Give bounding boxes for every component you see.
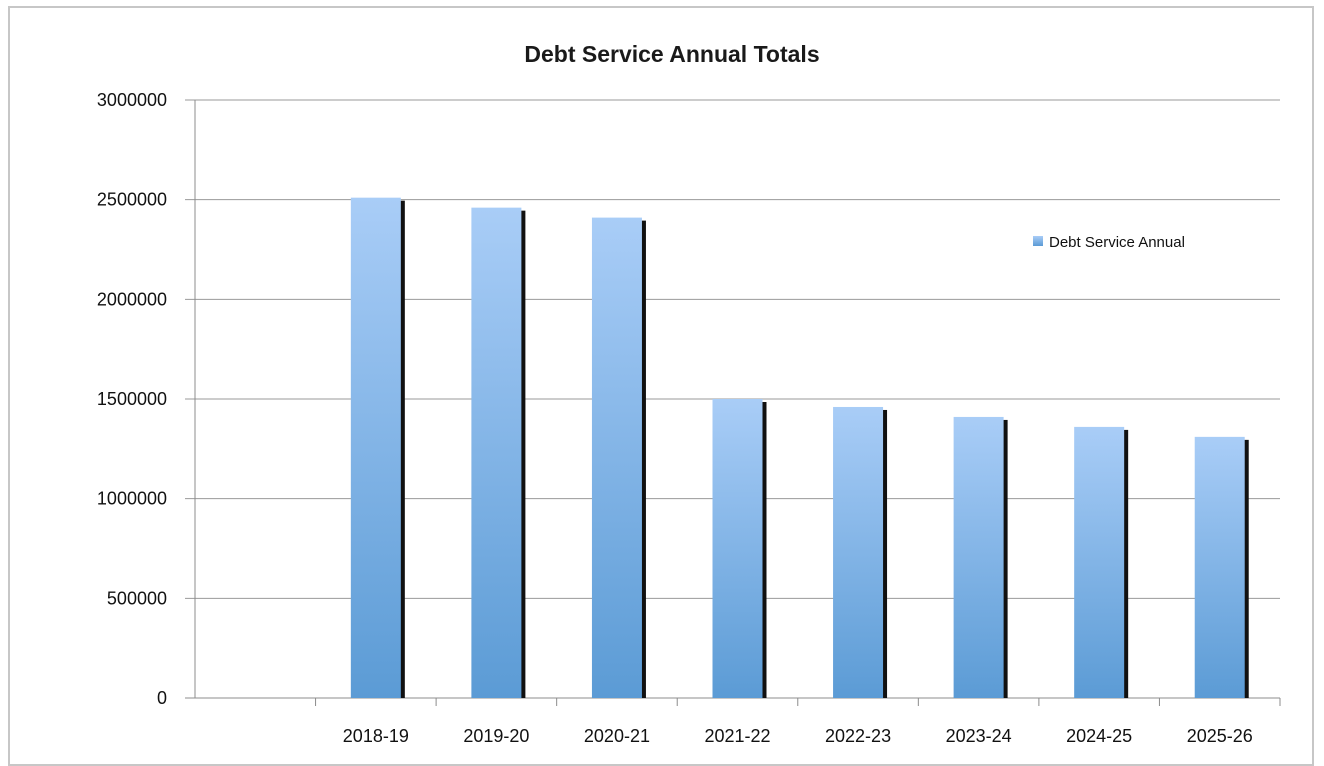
- bar-2022-23: [833, 406, 884, 698]
- bars: [350, 197, 1249, 698]
- y-axis-tick-labels: 0 500000 1000000 1500000 2000000 2500000 30000…: [97, 90, 167, 708]
- bar-2021-22: [712, 399, 763, 698]
- y-tick-label: 2500000: [97, 190, 167, 210]
- legend-label: Debt Service Annual: [1049, 234, 1185, 251]
- bar-2019-20: [471, 207, 522, 698]
- y-tick-label: 1000000: [97, 489, 167, 509]
- y-tick-label: 1500000: [97, 389, 167, 409]
- bar-2018-19: [350, 197, 401, 698]
- bar-2023-24: [953, 416, 1004, 698]
- bar-2025-26: [1194, 436, 1245, 698]
- x-tick-label: 2019-20: [463, 726, 529, 746]
- x-tick-label: 2023-24: [946, 726, 1012, 746]
- chart-title: Debt Service Annual Totals: [524, 41, 819, 67]
- y-tick-label: 0: [157, 688, 167, 708]
- x-tick-label: 2021-22: [704, 726, 770, 746]
- bar-2024-25: [1074, 426, 1125, 698]
- y-tick-label: 500000: [107, 588, 167, 608]
- y-tick-label: 2000000: [97, 289, 167, 309]
- bar-2020-21: [591, 217, 642, 698]
- x-tick-label: 2022-23: [825, 726, 891, 746]
- x-tick-label: 2018-19: [343, 726, 409, 746]
- y-tick-label: 3000000: [97, 90, 167, 110]
- legend-swatch: [1033, 236, 1043, 246]
- legend: Debt Service Annual: [1033, 234, 1185, 251]
- x-tick-label: 2025-26: [1187, 726, 1253, 746]
- x-tick-label: 2024-25: [1066, 726, 1132, 746]
- x-tick-label: 2020-21: [584, 726, 650, 746]
- x-axis-tick-labels: 2018-19 2019-20 2020-21 2021-22 2022-23 2023-…: [343, 726, 1253, 746]
